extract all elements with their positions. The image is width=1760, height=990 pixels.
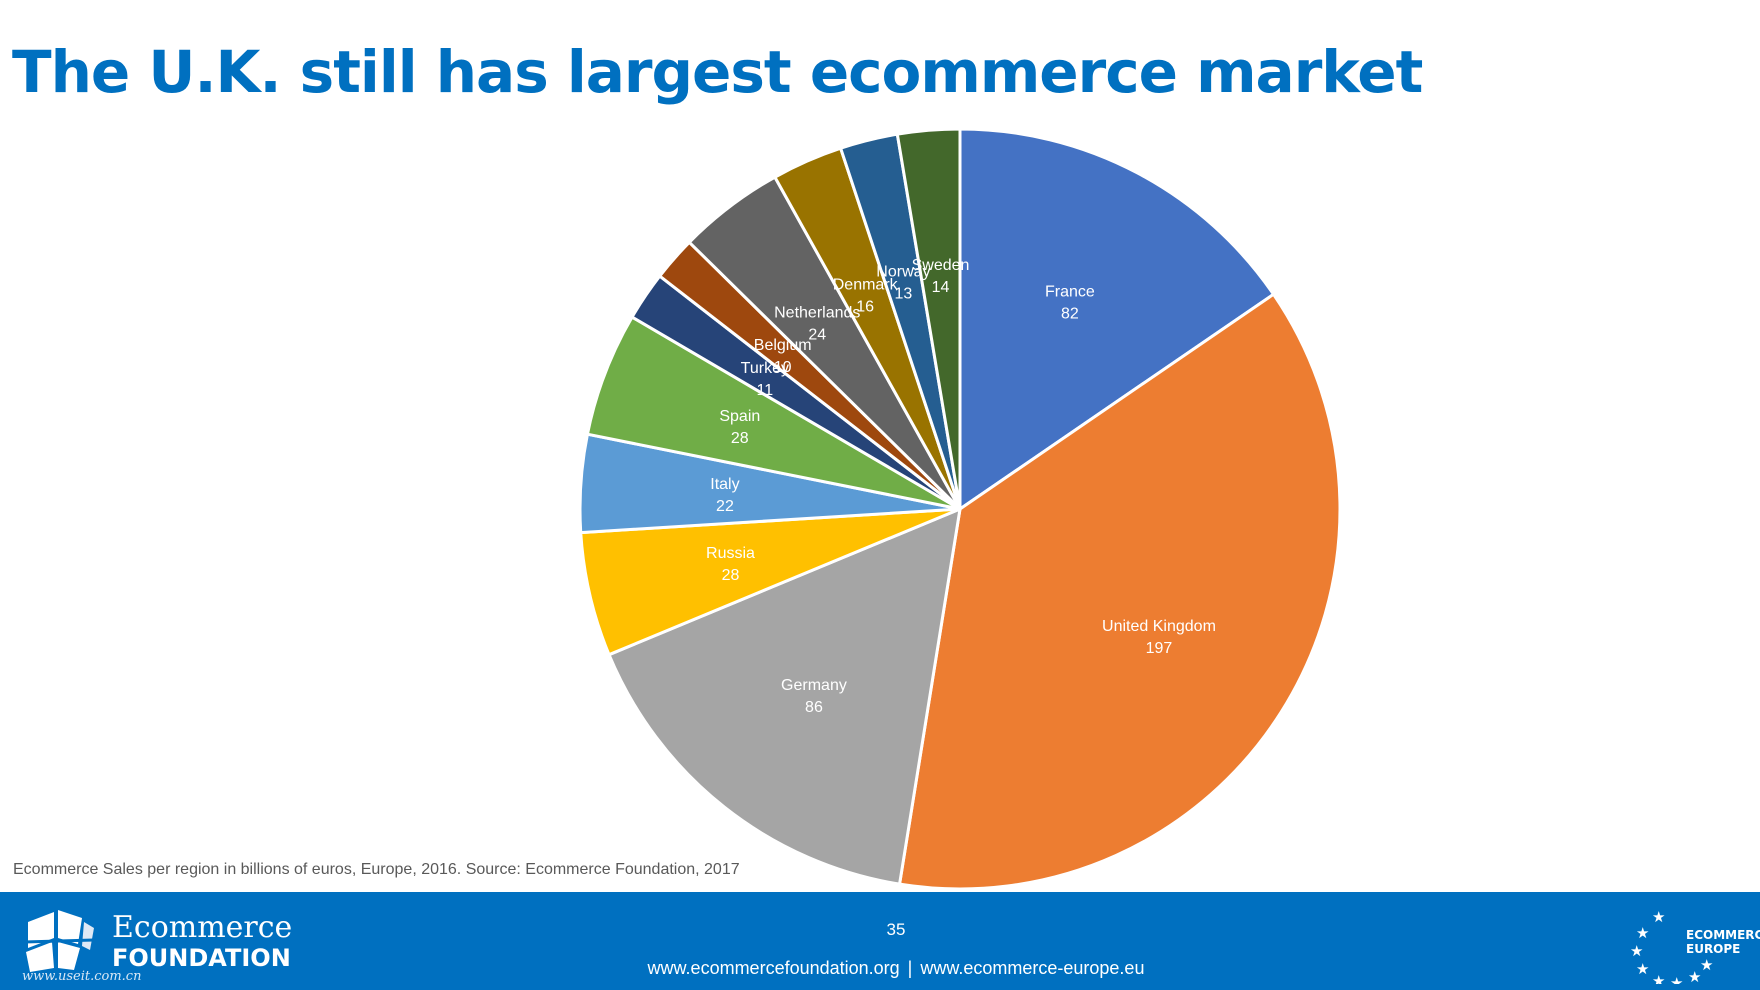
pie-chart: France 82 United Kingdom 197 Germany 86 Russia…	[578, 127, 1342, 891]
pie-label-netherlands: Netherlands 24	[774, 305, 860, 344]
link-separator: |	[907, 958, 913, 978]
star-circle-icon: ★ ★ ★ ★ ★ ★ ★ ★	[1630, 908, 1713, 984]
pie-label-russia: Russia 28	[706, 545, 755, 584]
foundation-link[interactable]: www.ecommercefoundation.org	[647, 958, 900, 978]
pie-label-germany: Germany 86	[781, 677, 847, 716]
svg-text:★: ★	[1636, 924, 1649, 942]
svg-text:★: ★	[1636, 960, 1649, 978]
pie-label-norway: Norway 13	[876, 263, 930, 302]
svg-text:★: ★	[1700, 956, 1713, 974]
ecommerce-europe-link[interactable]: www.ecommerce-europe.eu	[920, 958, 1145, 978]
pie-label-belgium: Belgium 10	[754, 337, 812, 376]
pie-label-turkey: Turkey 11	[741, 360, 789, 399]
slide-title: The U.K. still has largest ecommerce mar…	[12, 38, 1423, 106]
pie-label-denmark: Denmark 16	[833, 276, 899, 315]
pie-label-united-kingdom: United Kingdom 197	[1102, 618, 1216, 657]
ecommerce-foundation-name: Ecommerce	[112, 910, 293, 945]
footer-bar: Ecommerce FOUNDATION www.useit.com.cn 35…	[0, 892, 1760, 990]
ecommerce-foundation-sub: FOUNDATION	[112, 944, 291, 972]
pie-label-sweden: Sweden 14	[912, 257, 970, 296]
watermark: www.useit.com.cn	[22, 969, 142, 984]
pie-slice-germany	[607, 507, 962, 886]
pie-label-france: France 82	[1045, 284, 1095, 323]
svg-text:★: ★	[1688, 968, 1701, 984]
svg-text:★: ★	[1652, 972, 1665, 984]
pie-label-italy: Italy 22	[710, 476, 739, 515]
pie-slice-france	[958, 127, 1276, 511]
svg-text:★: ★	[1652, 908, 1665, 926]
chart-source-note: Ecommerce Sales per region in billions o…	[13, 861, 740, 878]
pie-slice-sweden	[895, 127, 962, 511]
pie-label-spain: Spain 28	[719, 408, 760, 447]
svg-text:★: ★	[1670, 974, 1683, 984]
ecommerce-foundation-logo[interactable]: Ecommerce FOUNDATION www.useit.com.cn	[20, 900, 293, 984]
svg-text:★: ★	[1630, 942, 1643, 960]
pie-slice-united-kingdom	[898, 292, 1342, 891]
globe-cube-icon	[23, 908, 95, 972]
